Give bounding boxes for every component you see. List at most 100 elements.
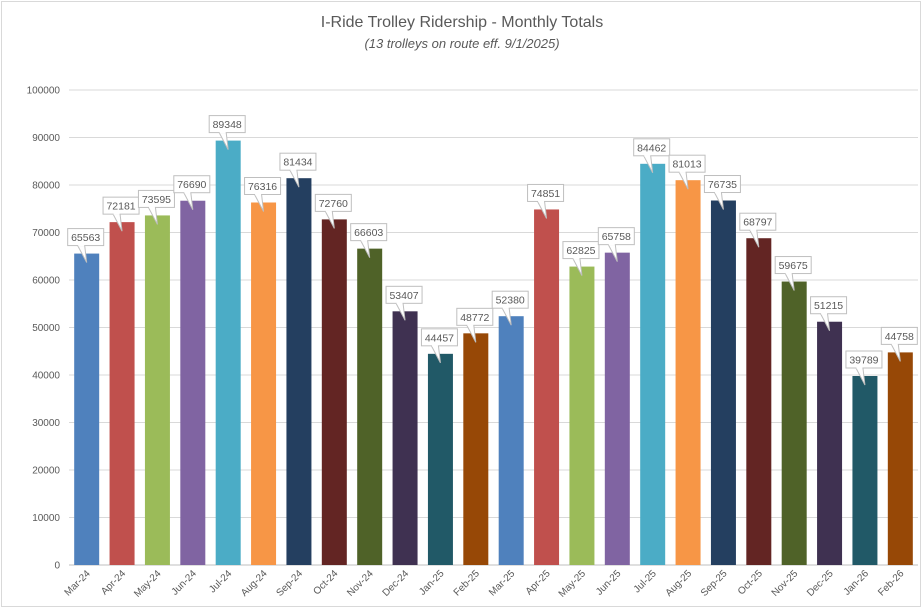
data-label: 72760 — [319, 198, 348, 210]
bar — [604, 252, 630, 565]
data-label-box — [597, 227, 635, 246]
data-label-box — [633, 138, 671, 157]
y-tick-label: 20000 — [32, 466, 60, 477]
data-label: 76735 — [708, 179, 737, 191]
data-label-box — [880, 326, 918, 345]
data-label: 53407 — [389, 290, 418, 302]
x-tick-label: Aug-25 — [664, 568, 695, 599]
x-tick-label: Nov-25 — [770, 568, 801, 599]
x-tick-label: Jan-26 — [842, 568, 872, 598]
bar — [817, 321, 843, 565]
data-label-box — [350, 223, 388, 242]
bar — [180, 200, 206, 565]
data-label: 59675 — [779, 260, 808, 272]
x-tick-label: Jun-24 — [170, 568, 200, 598]
bar — [887, 352, 913, 565]
x-tick-label: Apr-25 — [524, 568, 553, 597]
data-label-box — [137, 189, 175, 208]
data-label-box — [774, 256, 812, 275]
data-label-box — [845, 350, 883, 369]
data-label-box — [208, 115, 246, 134]
bar — [746, 238, 772, 566]
x-tick-label: Oct-25 — [736, 568, 765, 597]
bar — [321, 219, 347, 565]
data-label-box — [67, 228, 105, 247]
data-label: 65758 — [602, 231, 631, 243]
bar — [357, 248, 383, 566]
data-label-box — [420, 328, 458, 347]
data-label-box — [173, 175, 211, 194]
x-tick-label: Mar-24 — [63, 568, 93, 598]
chart-title: I-Ride Trolley Ridership - Monthly Total… — [320, 14, 604, 31]
x-tick-label: Jul-24 — [207, 568, 234, 595]
y-tick-label: 90000 — [32, 133, 60, 144]
y-tick-label: 100000 — [27, 86, 61, 97]
data-label: 81013 — [672, 159, 701, 171]
data-label: 81434 — [283, 157, 312, 169]
x-tick-label: Jan-25 — [417, 568, 447, 598]
data-label: 73595 — [142, 194, 171, 206]
y-tick-label: 30000 — [32, 418, 60, 429]
x-tick-label: Jun-25 — [594, 568, 624, 598]
data-label-box — [244, 176, 282, 195]
data-label-box — [456, 307, 494, 326]
bar — [109, 222, 135, 565]
y-tick-label: 80000 — [32, 181, 60, 192]
data-label-box — [385, 285, 423, 304]
data-label: 65563 — [71, 232, 100, 244]
x-tick-label: May-24 — [132, 568, 164, 600]
data-label-box — [703, 175, 741, 194]
x-tick-label: Dec-24 — [381, 568, 412, 599]
y-tick-label: 40000 — [32, 371, 60, 382]
data-label-box — [562, 241, 600, 260]
bar — [74, 253, 100, 565]
bar — [569, 266, 595, 565]
data-label: 68797 — [743, 217, 772, 229]
data-label: 74851 — [531, 188, 560, 200]
chart-subtitle: (13 trolleys on route eff. 9/1/2025) — [364, 36, 560, 51]
data-label: 52380 — [496, 295, 525, 307]
data-label: 62825 — [566, 245, 595, 257]
data-label: 44758 — [885, 331, 914, 343]
bar — [534, 209, 560, 565]
y-tick-label: 10000 — [32, 513, 60, 524]
x-tick-label: Oct-24 — [311, 568, 340, 597]
bar — [675, 180, 701, 566]
data-label-box — [810, 296, 848, 315]
data-label: 39789 — [849, 355, 878, 367]
bar — [286, 178, 312, 565]
bar — [251, 202, 277, 565]
data-label: 48772 — [460, 312, 489, 324]
y-tick-label: 60000 — [32, 276, 60, 287]
bar — [710, 200, 736, 566]
data-label: 76690 — [177, 179, 206, 191]
data-label-box — [527, 183, 565, 202]
bar — [427, 353, 453, 565]
bar — [215, 140, 241, 566]
data-label: 89348 — [213, 119, 242, 131]
x-tick-label: Apr-24 — [99, 568, 128, 597]
data-label: 51215 — [814, 300, 843, 312]
x-tick-label: Dec-25 — [805, 568, 836, 599]
data-label: 84462 — [637, 142, 666, 154]
bar — [392, 311, 418, 565]
data-label: 44457 — [425, 332, 454, 344]
data-label: 72181 — [106, 201, 135, 213]
data-label-box — [314, 193, 352, 212]
x-tick-label: Nov-24 — [345, 568, 376, 599]
bar — [463, 333, 489, 565]
data-label-box — [491, 290, 529, 309]
x-tick-label: Aug-24 — [239, 568, 270, 599]
data-label-box — [739, 212, 777, 231]
bar — [781, 281, 807, 565]
data-label-box — [279, 152, 317, 171]
data-label: 66603 — [354, 227, 383, 239]
y-tick-label: 50000 — [32, 323, 60, 334]
data-label: 76316 — [248, 181, 277, 193]
y-tick-label: 0 — [54, 561, 60, 572]
x-tick-label: Feb-25 — [452, 568, 482, 598]
x-tick-label: Jul-25 — [632, 568, 659, 595]
x-tick-label: Mar-25 — [487, 568, 517, 598]
